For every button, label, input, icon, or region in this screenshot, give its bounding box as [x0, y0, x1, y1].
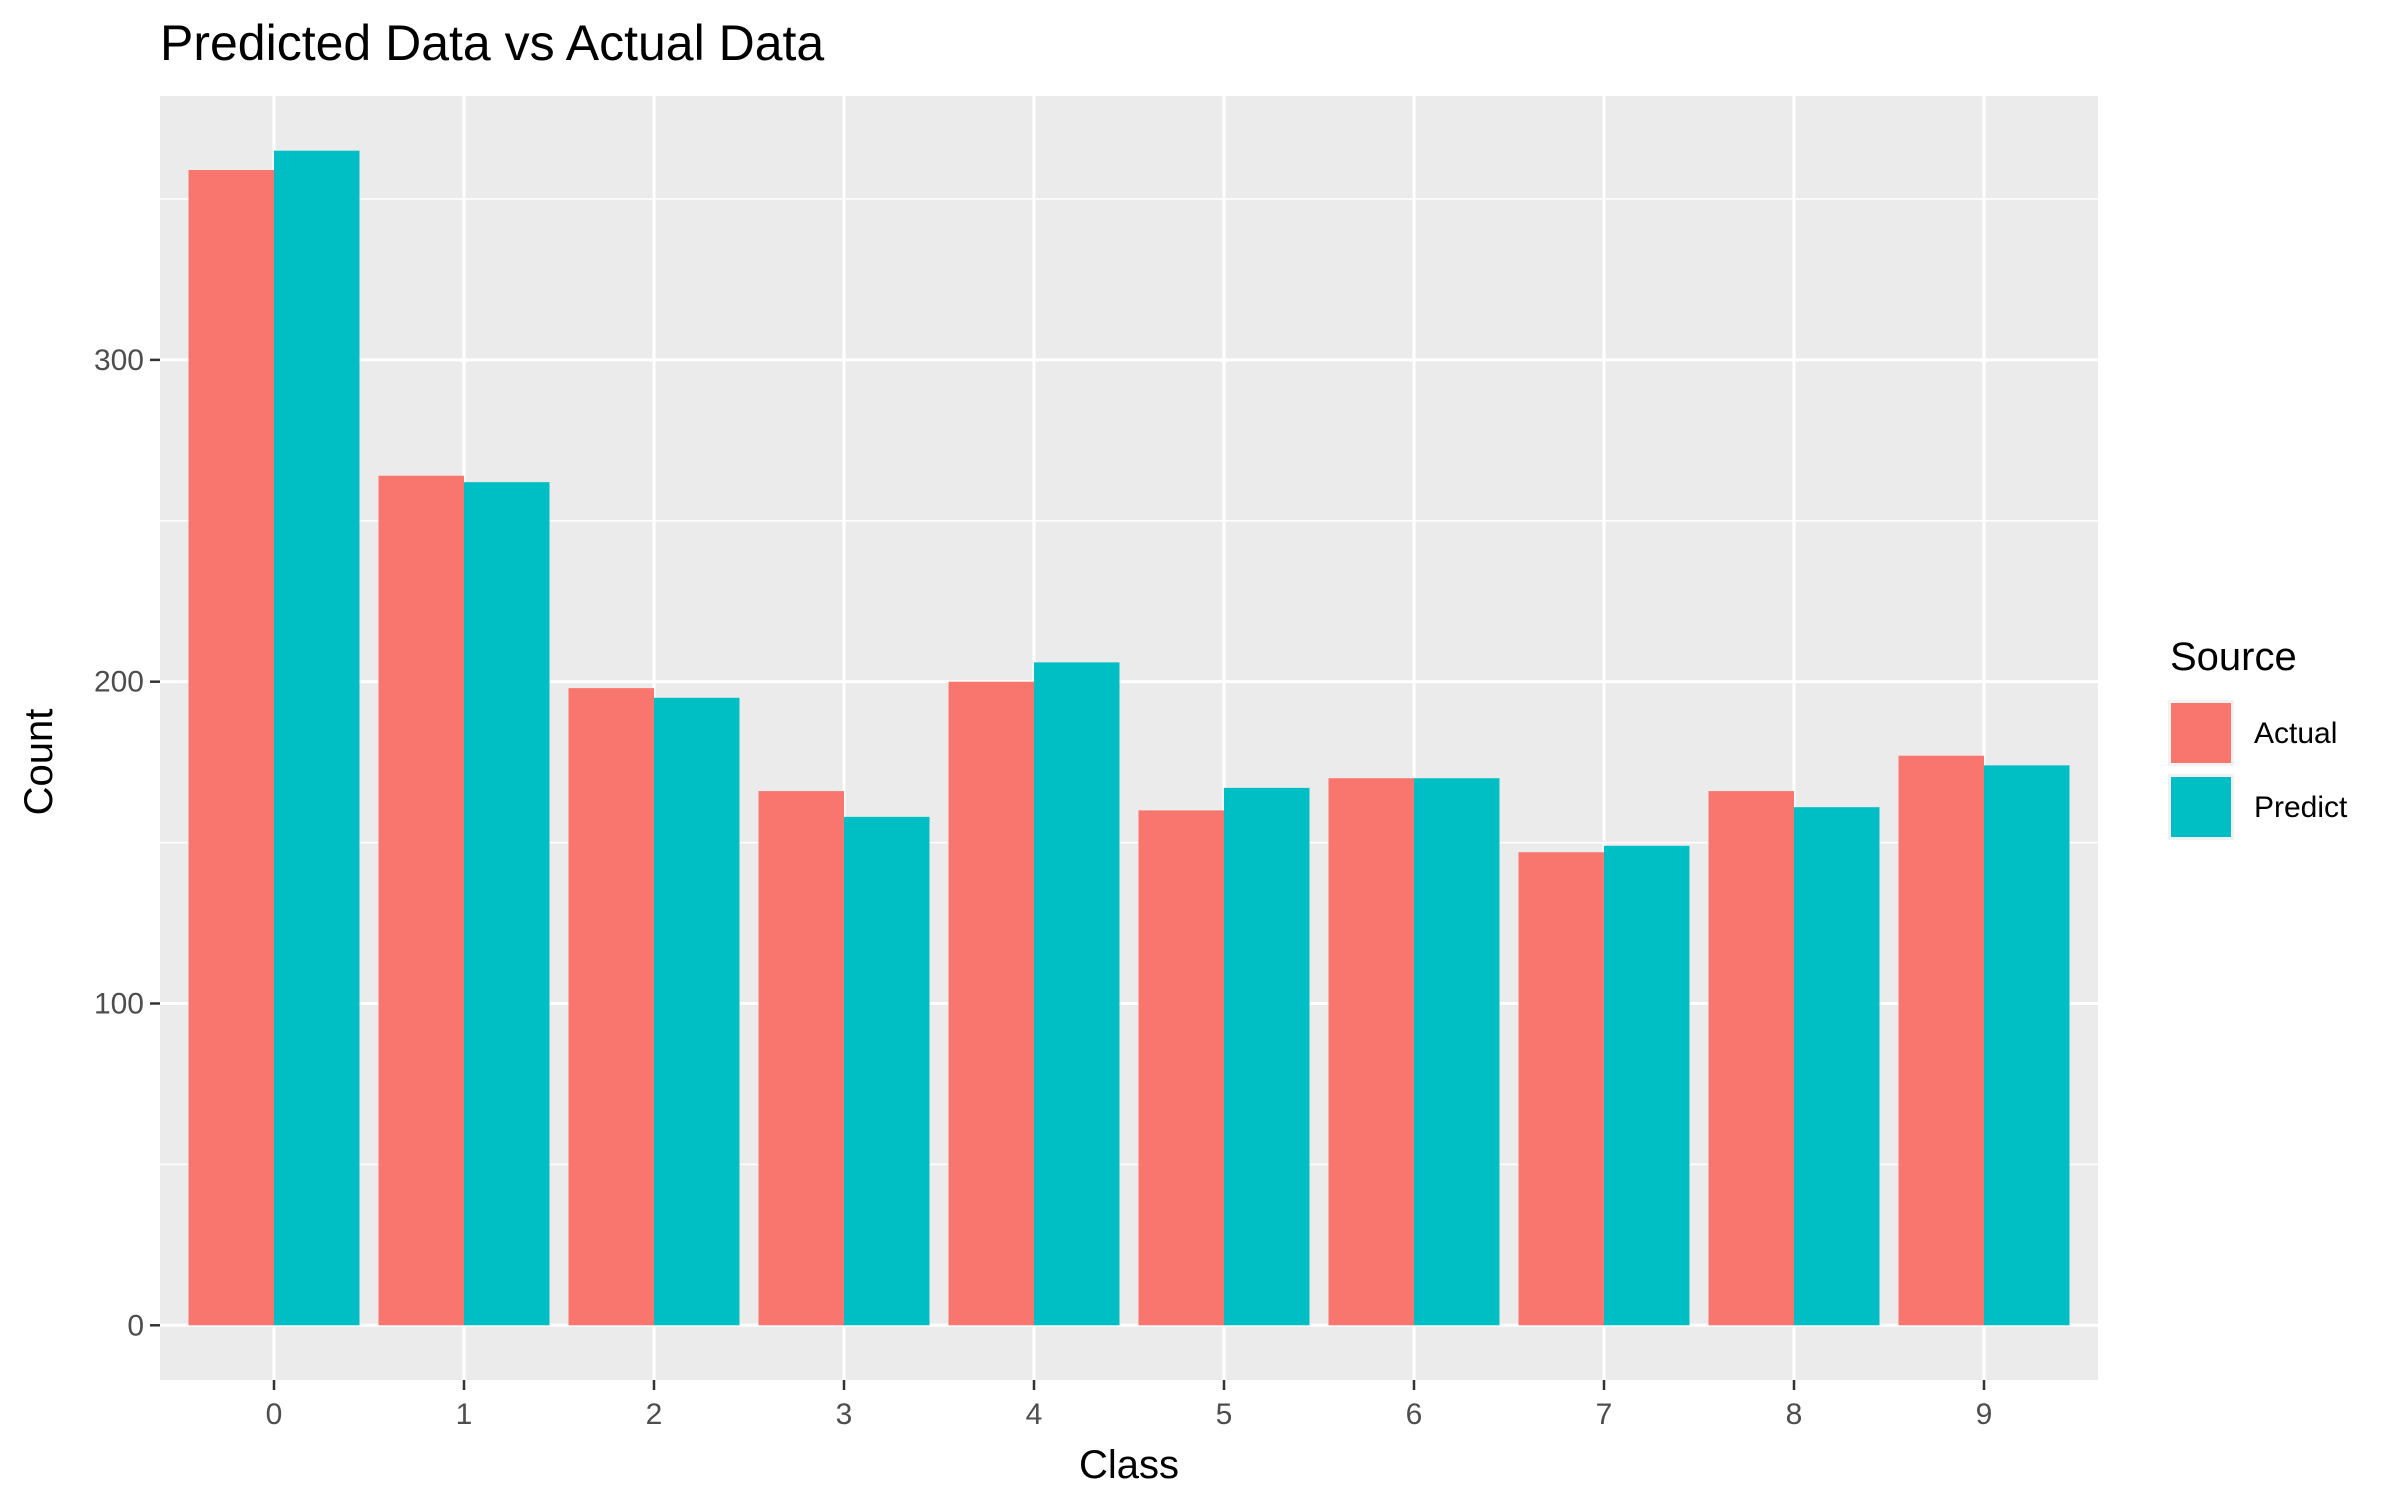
legend-swatch-actual — [2171, 703, 2231, 763]
bar-actual-class-3 — [759, 791, 845, 1325]
x-tick-label: 7 — [1596, 1398, 1613, 1431]
y-axis: 0 100 200 300 — [94, 344, 160, 1342]
legend-swatch-predict — [2171, 777, 2231, 837]
x-tick-label: 3 — [836, 1398, 853, 1431]
bar-predict-class-7 — [1604, 846, 1690, 1325]
y-tick-label: 300 — [94, 344, 144, 377]
bar-actual-class-6 — [1329, 778, 1415, 1325]
x-tick-label: 4 — [1026, 1398, 1043, 1431]
bar-actual-class-8 — [1709, 791, 1795, 1325]
bar-actual-class-2 — [569, 688, 655, 1325]
y-axis-label: Count — [17, 709, 61, 816]
y-tick-label: 100 — [94, 987, 144, 1020]
legend-title: Source — [2170, 635, 2297, 679]
legend-label-actual: Actual — [2254, 717, 2337, 750]
x-tick-label: 0 — [266, 1398, 283, 1431]
bar-predict-class-8 — [1794, 807, 1880, 1325]
bar-actual-class-4 — [949, 682, 1035, 1326]
legend: Source Actual Predict — [2168, 635, 2348, 840]
bar-actual-class-0 — [189, 170, 275, 1325]
bar-predict-class-0 — [274, 151, 360, 1326]
bar-actual-class-1 — [379, 476, 465, 1326]
x-tick-label: 9 — [1976, 1398, 1993, 1431]
bar-predict-class-3 — [844, 817, 930, 1325]
y-tick-label: 200 — [94, 666, 144, 699]
x-tick-label: 1 — [456, 1398, 473, 1431]
x-axis-label: Class — [1079, 1443, 1179, 1487]
x-tick-label: 6 — [1406, 1398, 1423, 1431]
chart-title: Predicted Data vs Actual Data — [160, 15, 824, 71]
y-tick-label: 0 — [127, 1309, 144, 1342]
x-tick-label: 8 — [1786, 1398, 1803, 1431]
x-axis: 0 1 2 3 4 5 6 7 8 9 — [266, 1380, 1993, 1431]
bar-predict-class-6 — [1414, 778, 1500, 1325]
bar-predict-class-2 — [654, 698, 740, 1326]
bar-predict-class-9 — [1984, 765, 2070, 1325]
bar-predict-class-5 — [1224, 788, 1310, 1325]
x-tick-label: 2 — [646, 1398, 663, 1431]
bar-actual-class-7 — [1519, 852, 1605, 1325]
bar-actual-class-5 — [1139, 810, 1225, 1325]
bar-actual-class-9 — [1899, 756, 1985, 1326]
bar-predict-class-4 — [1034, 662, 1120, 1325]
legend-label-predict: Predict — [2254, 791, 2348, 824]
x-tick-label: 5 — [1216, 1398, 1233, 1431]
bar-predict-class-1 — [464, 482, 550, 1325]
